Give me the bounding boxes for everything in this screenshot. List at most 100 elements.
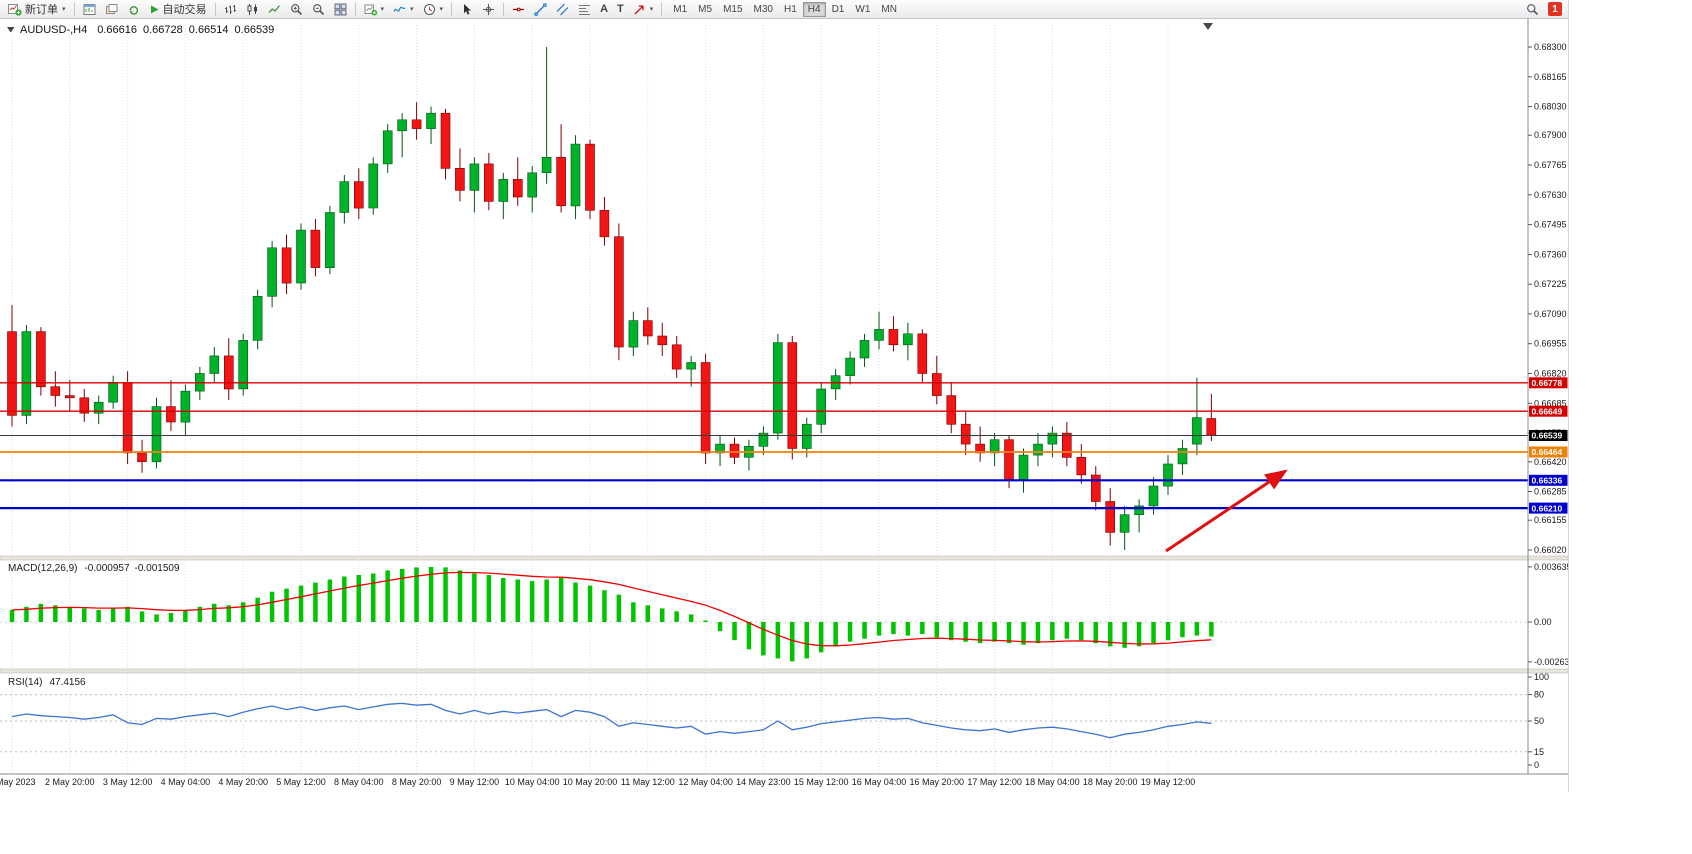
candle-bull [816, 388, 827, 425]
timeframe-button-m5[interactable]: M5 [693, 2, 717, 17]
tile-windows-button[interactable] [330, 1, 351, 17]
macd-axis-label: 0.00 [1534, 617, 1552, 627]
zoom-out-icon [312, 3, 324, 15]
channel-tool-button[interactable] [552, 1, 573, 17]
price-axis-label: 0.67630 [1534, 190, 1567, 200]
macd-histogram-bar [240, 602, 246, 622]
hline-tool-button[interactable] [508, 1, 529, 17]
price-tag[interactable] [1529, 502, 1568, 514]
cursor-button[interactable] [456, 1, 477, 17]
macd-histogram-bar [660, 608, 665, 622]
candle-bear [1105, 501, 1115, 533]
price-tag[interactable] [1529, 446, 1568, 458]
new-chart-button[interactable] [79, 1, 100, 17]
macd-histogram-bar [934, 622, 939, 638]
timeframe-button-h1[interactable]: H1 [779, 2, 802, 17]
zoom-in-icon [290, 3, 302, 15]
timeframe-button-mn[interactable]: MN [876, 2, 902, 17]
label-tool-button[interactable]: T [613, 1, 628, 17]
search-button[interactable] [1522, 1, 1543, 17]
panel-splitter-rsi[interactable] [0, 668, 1568, 674]
rsi-axis-label: 80 [1534, 690, 1544, 700]
macd-histogram-bar [96, 609, 101, 622]
candle-bull [859, 340, 870, 359]
time-axis-label: 16 May 04:00 [852, 777, 907, 787]
price-tag[interactable] [1529, 430, 1568, 441]
cursor-icon [464, 3, 472, 15]
timeframe-button-h4[interactable]: H4 [802, 1, 826, 17]
candle-bear [931, 373, 942, 396]
price-tag[interactable] [1529, 405, 1568, 417]
price-tag[interactable] [1529, 377, 1568, 389]
candle-bear [224, 355, 234, 390]
arrows-tool-button[interactable]: ▾ [629, 1, 658, 17]
clock-icon [423, 3, 435, 15]
axis-labels-layer: 0.68300 0.68165 0.68030 0.67900 0.67765 0.676… [0, 42, 1568, 787]
symbol-tree-collapse-icon[interactable] [7, 27, 15, 33]
autotrade-button[interactable]: 自动交易 [145, 1, 211, 17]
macd-histogram-bar [139, 611, 145, 622]
trend-arrow-annotation[interactable] [1165, 469, 1288, 553]
macd-histogram-bar [761, 622, 766, 656]
price-tag-label: 0.66778 [1532, 378, 1563, 388]
macd-histogram-bar [963, 622, 968, 642]
new-order-label: 新订单 [25, 4, 58, 16]
crosshair-icon [483, 3, 495, 15]
macd-histogram-bar [703, 620, 708, 622]
profiles-button[interactable] [101, 1, 122, 17]
timeframe-button-m15[interactable]: M15 [718, 2, 747, 17]
notification-badge[interactable]: 1 [1548, 2, 1562, 16]
crosshair-button[interactable] [478, 1, 499, 17]
chart-canvas[interactable]: 0.68300 0.68165 0.68030 0.67900 0.67765 0.676… [0, 19, 1568, 791]
refresh-button[interactable] [123, 1, 144, 17]
line-chart-button[interactable] [264, 1, 285, 17]
macd-histogram-bar [1136, 622, 1142, 647]
time-axis-label: 11 May 12:00 [621, 777, 675, 787]
trendline-tool-button[interactable] [530, 1, 551, 17]
candle-bear [642, 320, 653, 337]
macd-histogram-bar [67, 606, 72, 622]
timeframe-button-m30[interactable]: M30 [749, 2, 778, 17]
chart-shift-marker[interactable] [1203, 23, 1213, 30]
candle-bear [483, 163, 494, 202]
time-axis-label: 2 May 2023 [0, 777, 36, 787]
macd-histogram-bar [920, 622, 925, 635]
ohlc-close: 0.66539 [235, 24, 275, 36]
fibonacci-tool-button[interactable] [574, 1, 595, 17]
macd-histogram-bar [688, 614, 694, 622]
caret-down-icon: ▾ [380, 6, 385, 13]
candlestick-chart-button[interactable] [242, 1, 263, 17]
macd-histogram-bar [1035, 622, 1041, 644]
panel-splitter-macd[interactable] [0, 555, 1568, 561]
ohlc-open: 0.66616 [97, 24, 137, 36]
price-tag[interactable] [1529, 474, 1568, 486]
templates-button[interactable]: ▾ [360, 1, 389, 17]
time-axis-label: 4 May 20:00 [218, 777, 268, 787]
new-order-button[interactable]: 新订单 ▾ [4, 1, 70, 17]
macd-histogram-bar [1064, 622, 1070, 639]
macd-histogram-bar [255, 597, 260, 622]
macd-histogram-bar [24, 606, 29, 622]
macd-histogram-bar [833, 622, 838, 647]
annotations-layer [1165, 469, 1288, 553]
candle-bear [36, 331, 46, 388]
toolbar-right-group: 1 [1522, 1, 1564, 17]
periods-button[interactable]: ▾ [419, 1, 448, 17]
timeframe-button-d1[interactable]: D1 [827, 2, 850, 17]
macd-histogram-bar [732, 622, 737, 641]
macd-histogram-bar [501, 578, 506, 622]
indicators-button[interactable]: ▾ [389, 1, 418, 17]
macd-histogram-bar [674, 611, 679, 622]
timeframe-button-m1[interactable]: M1 [668, 2, 692, 17]
text-tool-button[interactable]: A [596, 1, 612, 17]
zoom-in-button[interactable] [286, 1, 307, 17]
candle-bear [281, 247, 292, 284]
macd-histogram-bar [327, 579, 333, 622]
macd-value-signal: -0.001509 [135, 563, 180, 574]
bar-chart-button[interactable] [220, 1, 241, 17]
timeframe-button-w1[interactable]: W1 [850, 2, 875, 17]
price-axis-label: 0.67765 [1534, 160, 1567, 170]
main-toolbar: 新订单 ▾ [0, 0, 1568, 19]
zoom-out-button[interactable] [308, 1, 329, 17]
candle-bull [989, 439, 1000, 454]
